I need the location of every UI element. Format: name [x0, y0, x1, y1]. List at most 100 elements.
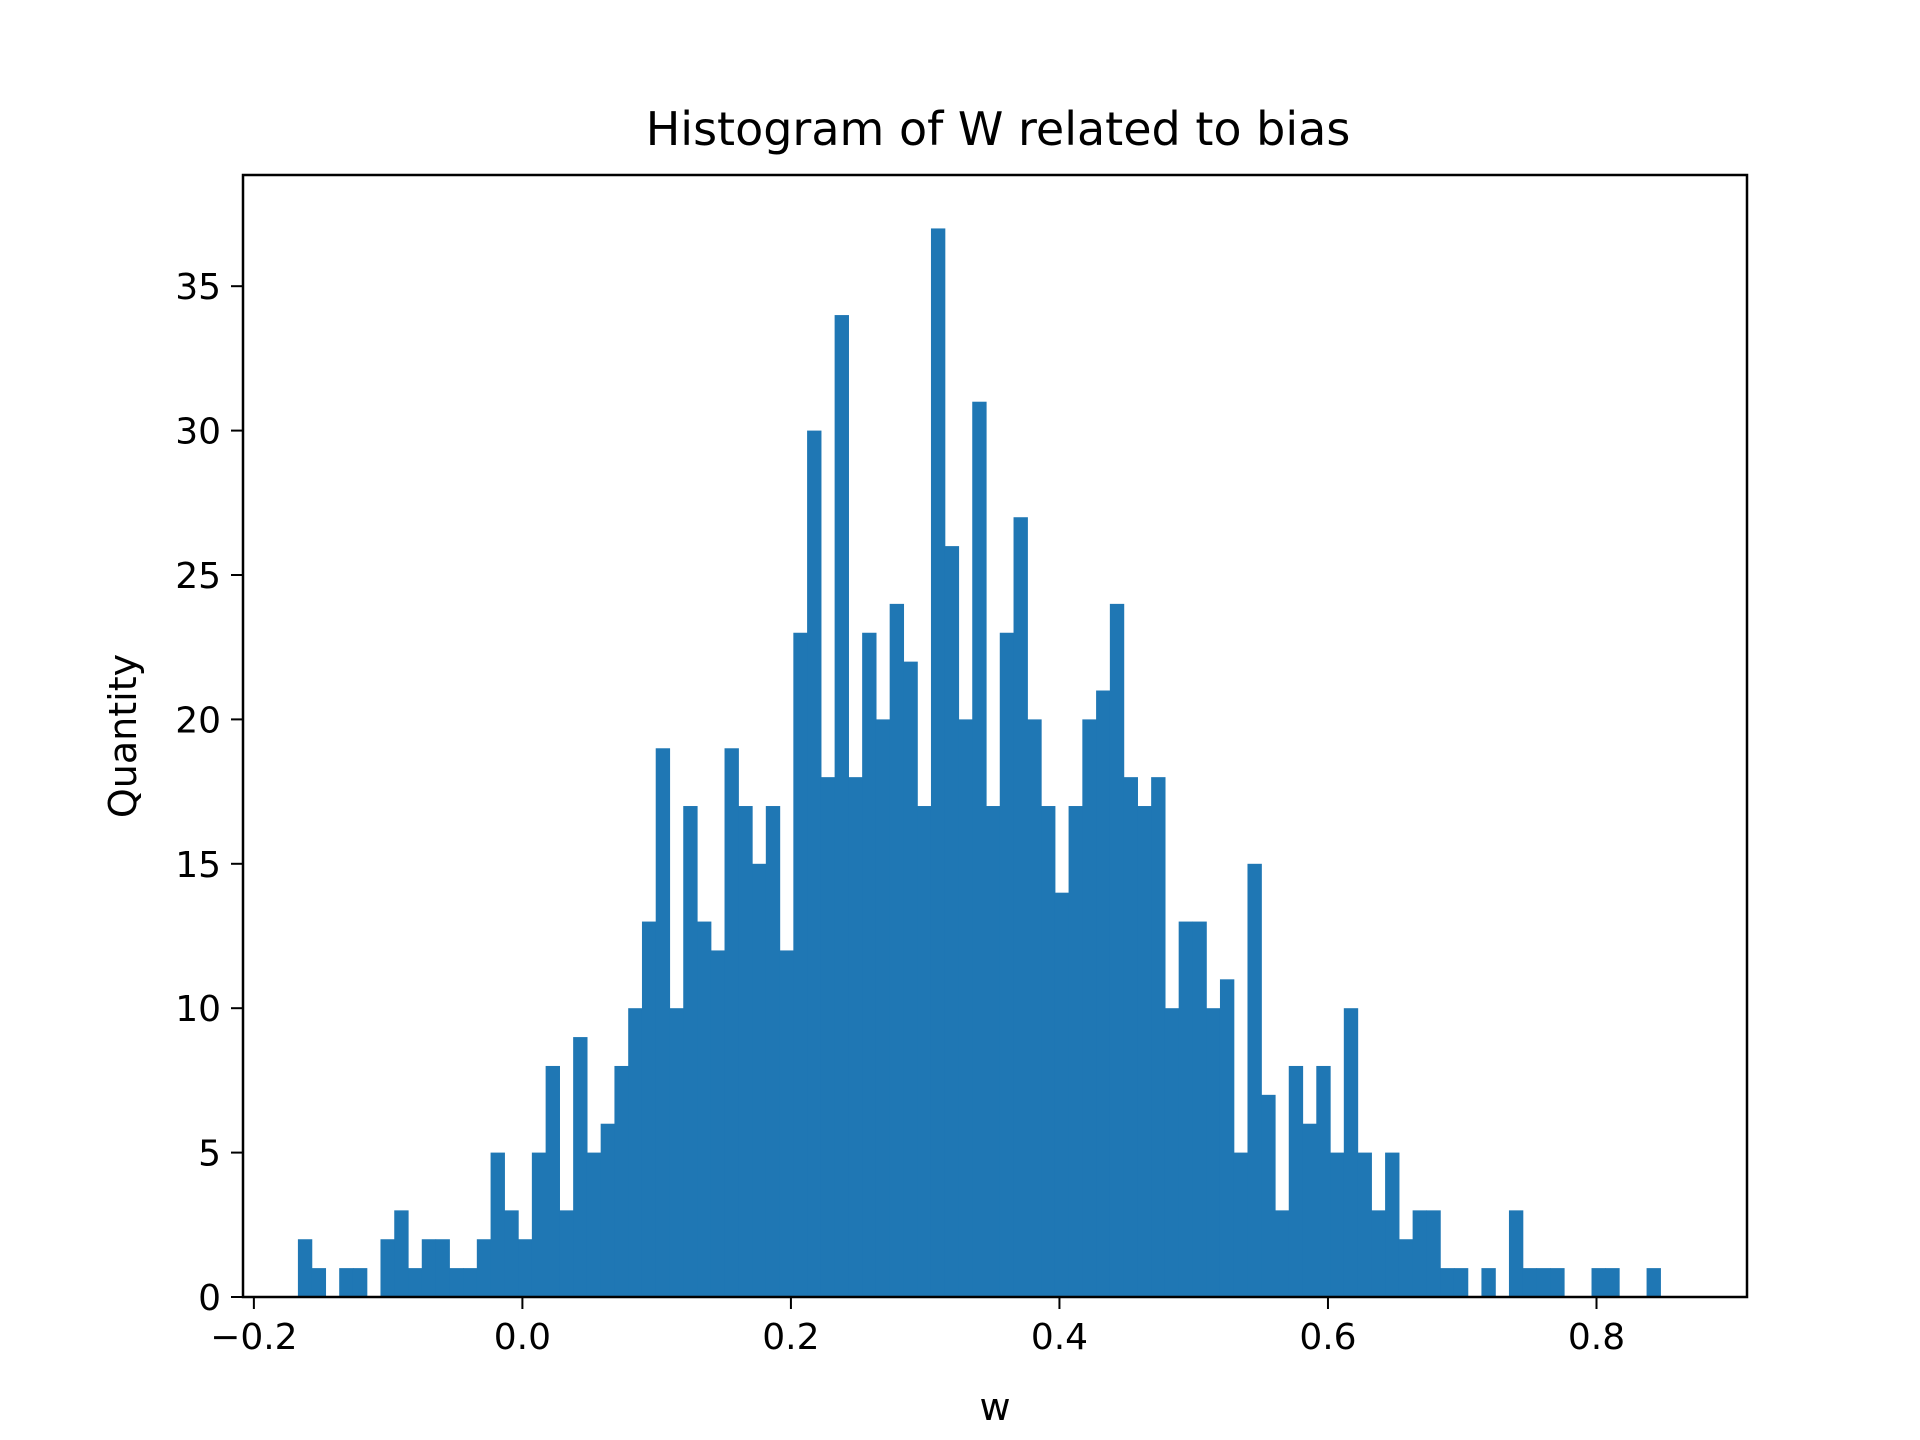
y-tick-label: 0: [198, 1278, 221, 1319]
histogram-bar: [1288, 1065, 1304, 1297]
histogram-bar: [1109, 603, 1125, 1297]
histogram-bar: [765, 806, 781, 1297]
histogram-bar: [1357, 1152, 1372, 1297]
histogram-bar: [669, 1008, 684, 1297]
histogram-bar: [1330, 1152, 1345, 1297]
histogram-bar: [903, 661, 918, 1297]
histogram-bar: [297, 1239, 313, 1297]
histogram-bar: [1096, 690, 1111, 1297]
histogram-bar: [917, 806, 932, 1297]
histogram-bar: [614, 1065, 629, 1297]
histogram-bar: [1481, 1268, 1496, 1297]
histogram-bar: [958, 719, 973, 1297]
histogram-bar: [1550, 1268, 1565, 1297]
histogram-bar: [1275, 1210, 1290, 1297]
histogram-bar: [875, 719, 891, 1297]
histogram-bar: [518, 1239, 533, 1297]
x-axis-label: w: [979, 1385, 1010, 1429]
histogram-bar: [683, 806, 698, 1297]
histogram-bar: [600, 1123, 616, 1297]
histogram-bar: [531, 1152, 547, 1297]
x-axis-ticks: −0.2 0.0 0.2 0.4 0.6 0.8: [210, 1297, 1625, 1358]
histogram-bar: [1646, 1268, 1661, 1297]
histogram-bar: [476, 1239, 492, 1297]
histogram-bar: [1536, 1268, 1551, 1297]
histogram-bar: [1426, 1210, 1441, 1297]
histogram-bar: [793, 632, 808, 1297]
histogram-bar: [889, 603, 905, 1297]
histogram-bar: [972, 401, 987, 1298]
chart-title: Histogram of W related to bias: [646, 102, 1351, 156]
y-tick-label: 20: [175, 700, 221, 741]
y-tick-label: 35: [175, 267, 221, 308]
histogram-bar: [1398, 1239, 1414, 1297]
histogram-bar: [1164, 1008, 1180, 1297]
histogram-bar: [697, 921, 712, 1297]
histogram-bar: [1261, 1094, 1276, 1297]
y-tick-label: 15: [175, 845, 221, 886]
histogram-bar: [1522, 1268, 1538, 1297]
histogram-bar: [1412, 1210, 1427, 1297]
histogram-bar: [779, 950, 794, 1297]
histogram-bar: [559, 1210, 574, 1297]
histogram-bar: [311, 1268, 327, 1297]
histogram-bar: [1233, 1152, 1249, 1297]
histogram-bar: [1247, 863, 1262, 1297]
x-tick-label: −0.2: [210, 1317, 297, 1358]
histogram-bar: [1385, 1152, 1400, 1297]
histogram-bar: [1137, 806, 1152, 1297]
histogram-bar: [710, 950, 726, 1297]
histogram-bar: [339, 1268, 354, 1297]
histogram-bar: [490, 1152, 505, 1297]
histogram-bar: [1151, 777, 1166, 1297]
histogram-bar: [1302, 1123, 1317, 1297]
histogram-bar: [986, 806, 1001, 1297]
y-tick-label: 30: [175, 412, 221, 453]
y-tick-label: 10: [175, 989, 221, 1030]
histogram-bar: [1508, 1210, 1524, 1297]
plot-frame: [241, 173, 1749, 1299]
x-tick-label: 0.8: [1568, 1317, 1625, 1358]
histogram-bar: [1013, 517, 1028, 1297]
y-tick-label: 25: [175, 556, 221, 597]
histogram-bar: [463, 1268, 478, 1297]
x-tick-label: 0.2: [762, 1317, 819, 1358]
histogram-bar: [738, 806, 753, 1297]
histogram-bar: [421, 1239, 437, 1297]
y-axis-ticks: 0 5 10 15 20 25 30 35: [175, 267, 243, 1319]
histogram-bar: [999, 632, 1015, 1297]
histogram-bar: [408, 1268, 423, 1297]
histogram-bar: [545, 1065, 560, 1297]
histogram-bar: [352, 1268, 368, 1297]
histogram-bar: [1041, 806, 1056, 1297]
histogram-bar: [1219, 979, 1235, 1297]
histogram-bar: [1082, 719, 1097, 1297]
histogram-bar: [1178, 921, 1194, 1297]
histogram-bar: [944, 546, 960, 1297]
histogram-bar: [807, 430, 822, 1298]
histogram-bar: [586, 1152, 602, 1297]
histogram-bar: [1206, 1008, 1221, 1297]
histogram-bar: [641, 921, 657, 1297]
histogram-bar: [1027, 719, 1042, 1297]
histogram-bar: [1453, 1268, 1469, 1297]
histogram-bar: [1054, 892, 1070, 1297]
x-tick-label: 0.6: [1299, 1317, 1356, 1358]
histogram-bar: [1605, 1268, 1620, 1297]
histogram-bar: [1068, 806, 1083, 1297]
histogram-bar: [1316, 1065, 1331, 1297]
histogram-bar: [834, 315, 849, 1297]
histogram-bar: [1123, 777, 1138, 1297]
histogram-bar: [1591, 1268, 1606, 1297]
histogram-bar: [380, 1239, 395, 1297]
histogram-bar: [724, 748, 739, 1297]
histogram-bar: [573, 1037, 588, 1297]
histogram-bar: [1192, 921, 1207, 1297]
histogram-bar: [930, 228, 946, 1298]
histogram-bar: [862, 632, 877, 1297]
histogram-bar: [435, 1239, 450, 1297]
histogram-bar: [1343, 1008, 1359, 1297]
histogram-bar: [655, 748, 671, 1297]
y-axis-label: Quantity: [101, 654, 145, 818]
